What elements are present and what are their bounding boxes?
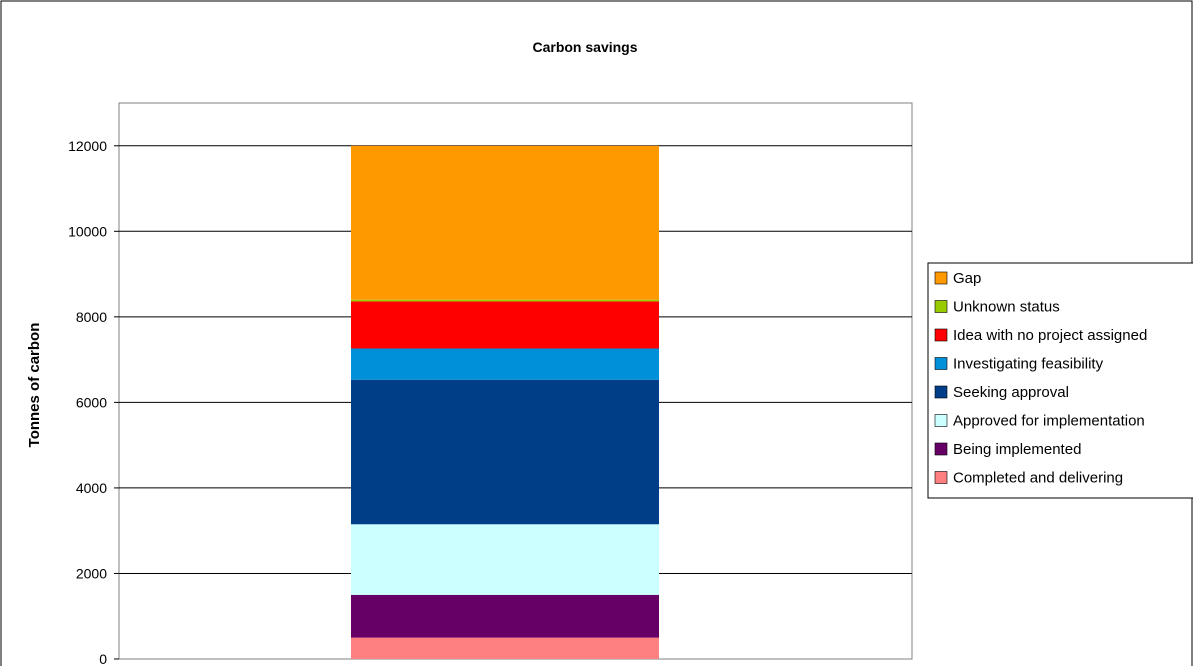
y-tick-label: 0 — [99, 651, 107, 666]
bar-segment-idea-with-no-project-assigned — [351, 301, 659, 349]
bar-segment-gap — [351, 145, 659, 300]
y-axis-ticks: 0 2000 4000 6000 8000 10000 12000 — [68, 138, 119, 667]
legend-label: Approved for implementation — [953, 413, 1145, 430]
y-tick-label: 10000 — [68, 223, 107, 239]
legend-label: Being implemented — [953, 441, 1081, 458]
y-tick-label: 6000 — [76, 394, 107, 410]
bar-segment-unknown-status — [351, 299, 659, 302]
legend-label: Completed and delivering — [953, 470, 1123, 487]
legend-label: Unknown status — [953, 299, 1060, 316]
legend-swatch — [934, 328, 948, 342]
bar-segment-seeking-approval — [351, 379, 659, 525]
bar-segment-approved-for-implementation — [351, 524, 659, 595]
legend: Gap Unknown status Idea with no project as… — [927, 262, 1193, 499]
legend-label: Investigating feasibility — [953, 356, 1104, 373]
bar-segment-completed-and-delivering — [351, 637, 659, 659]
legend-label: Gap — [953, 270, 981, 287]
legend-swatch — [934, 271, 948, 285]
legend-swatch — [934, 357, 948, 370]
legend-box — [927, 262, 1193, 499]
stacked-bar — [351, 145, 659, 659]
y-axis-label: Tonnes of carbon — [26, 323, 43, 448]
legend-swatch — [934, 442, 948, 456]
y-tick-label: 12000 — [68, 138, 107, 154]
legend-swatch — [934, 414, 948, 427]
bar-segment-investigating-feasibility — [351, 348, 659, 380]
legend-label: Seeking approval — [953, 384, 1069, 401]
y-tick-label: 4000 — [76, 480, 107, 496]
y-tick-label: 8000 — [76, 309, 107, 325]
chart-title: Carbon savings — [532, 39, 637, 55]
legend-label: Idea with no project assigned — [953, 327, 1147, 344]
legend-swatch — [934, 300, 948, 313]
y-tick-label: 2000 — [76, 565, 107, 581]
bar-segment-being-implemented — [351, 594, 659, 638]
legend-swatch — [934, 385, 948, 399]
legend-swatch — [934, 471, 948, 484]
